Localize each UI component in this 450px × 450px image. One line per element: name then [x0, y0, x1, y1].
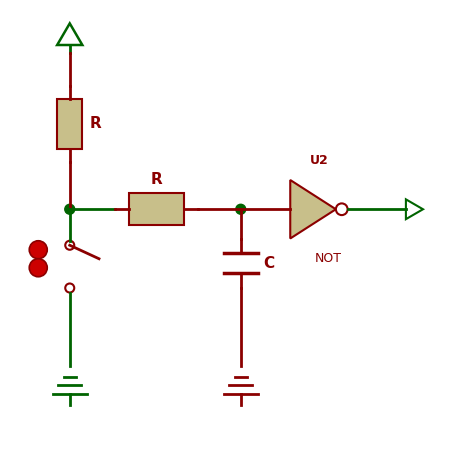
Text: C: C	[263, 256, 274, 271]
Circle shape	[236, 204, 246, 214]
Circle shape	[29, 259, 47, 277]
Text: R: R	[150, 172, 162, 188]
Bar	[129, 193, 184, 225]
Bar	[57, 99, 82, 149]
Circle shape	[336, 203, 347, 215]
Circle shape	[65, 241, 74, 250]
Text: U2: U2	[310, 153, 329, 166]
Circle shape	[65, 284, 74, 292]
Circle shape	[29, 241, 47, 259]
Text: R: R	[90, 116, 102, 131]
Text: NOT: NOT	[315, 252, 342, 265]
Polygon shape	[290, 180, 336, 238]
Circle shape	[65, 204, 75, 214]
